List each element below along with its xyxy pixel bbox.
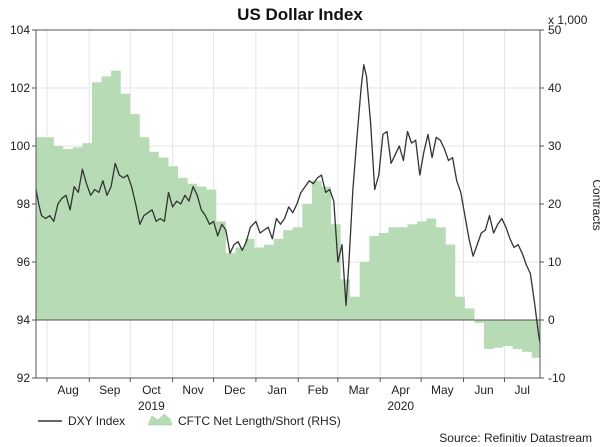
x-tick-label: Apr [391, 383, 410, 397]
x-axis-ticks: Aug Sep Oct Nov Dec Jan Feb Mar Apr May Jun Jul 2019… [46, 378, 530, 413]
right-tick-label: 0 [548, 313, 555, 327]
right-axis-ticks: 50 40 30 20 10 0 -10 [540, 23, 566, 385]
dxy-line-layer [35, 64, 541, 344]
x-tick-label: Jun [474, 383, 493, 397]
legend-cftc-swatch [147, 413, 173, 426]
source-note: Source: Refinitiv Datastream [439, 431, 592, 445]
x-tick-label: Sep [99, 383, 121, 397]
left-tick-label: 104 [10, 23, 30, 37]
x-tick-label: Feb [308, 383, 329, 397]
x-tick-label: Oct [142, 383, 161, 397]
dxy-index-line [35, 64, 541, 344]
right-tick-label: 50 [548, 23, 562, 37]
right-tick-label: 10 [548, 255, 562, 269]
legend-dxy-label: DXY Index [68, 414, 125, 428]
x-tick-label: Nov [182, 383, 203, 397]
right-tick-label: -10 [548, 371, 566, 385]
cftc-net-area [36, 70, 540, 358]
left-tick-label: 92 [17, 371, 31, 385]
x-tick-label: May [431, 383, 454, 397]
plot-area [35, 29, 541, 379]
x-tick-label: Jan [267, 383, 286, 397]
right-tick-label: 20 [548, 197, 562, 211]
x-year-label: 2019 [138, 399, 165, 413]
right-tick-label: 40 [548, 81, 562, 95]
left-tick-label: 94 [17, 313, 31, 327]
x-tick-label: Dec [224, 383, 245, 397]
right-tick-label: 30 [548, 139, 562, 153]
left-tick-label: 102 [10, 81, 30, 95]
right-axis-label: Contracts [590, 179, 600, 230]
cftc-area-layer [36, 70, 540, 358]
left-tick-label: 100 [10, 139, 30, 153]
x-tick-label: Jul [515, 383, 530, 397]
x-tick-label: Mar [349, 383, 370, 397]
x-tick-label: Aug [57, 383, 78, 397]
x-year-label: 2020 [387, 399, 414, 413]
legend-cftc-label: CFTC Net Length/Short (RHS) [178, 414, 341, 428]
left-tick-label: 96 [17, 255, 31, 269]
left-tick-label: 98 [17, 197, 31, 211]
legend: DXY Index CFTC Net Length/Short (RHS) [38, 413, 341, 428]
right-axis-unit: x 1,000 [548, 13, 588, 27]
left-axis-ticks: 104 102 100 98 96 94 92 [10, 23, 36, 385]
chart-title: US Dollar Index [237, 5, 363, 24]
